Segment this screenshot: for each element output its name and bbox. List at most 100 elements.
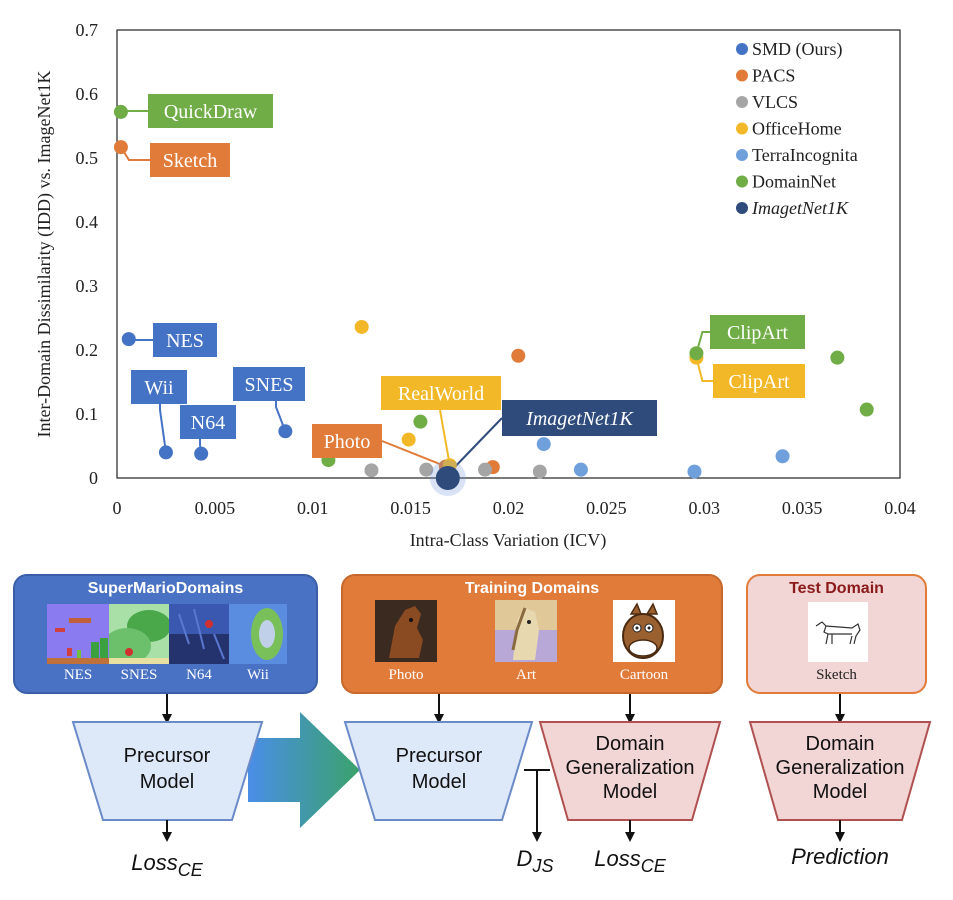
callout-label: N64 <box>191 412 225 434</box>
nes-game-thumbnail <box>47 604 109 664</box>
callout-box <box>233 367 305 401</box>
callout-label: ClipArt <box>728 371 790 393</box>
legend-marker <box>736 149 748 161</box>
training-label-photo: Photo <box>388 667 424 683</box>
dg-model-2-line2: Generalization <box>776 757 905 779</box>
callout-label: NES <box>166 330 204 352</box>
callout-label: ClipArt <box>727 322 789 344</box>
legend-entry: TerraIncognita <box>752 145 858 165</box>
scatter-point-2-0 <box>364 463 379 478</box>
photo-horse-thumbnail <box>375 600 437 662</box>
scatter-point-6-0 <box>435 466 460 490</box>
scatter-point-0-2 <box>194 446 209 461</box>
scatter-point-2-2 <box>478 462 493 477</box>
scatter-point-2-3 <box>532 464 547 479</box>
callout-box <box>713 364 805 398</box>
legend-entry: ImagetNet1K <box>751 198 849 218</box>
snes-game-thumbnail <box>109 604 169 664</box>
scatter-point-1-3 <box>511 348 526 363</box>
plot-area <box>116 29 901 479</box>
x-tick-label: 0.035 <box>782 498 823 518</box>
y-tick-label: 0.4 <box>76 212 99 232</box>
callout-box <box>150 143 230 177</box>
x-tick-label: 0.04 <box>884 498 916 518</box>
callout-label: QuickDraw <box>164 101 258 123</box>
loss-ce-right: LossCE <box>594 846 666 876</box>
precursor-model-1-line1: Precursor <box>124 745 211 767</box>
cartoon-horse-thumbnail <box>613 600 675 662</box>
x-tick-label: 0 <box>113 498 122 518</box>
dg-model-2-shape <box>748 721 932 821</box>
scatter-point-0-3 <box>278 424 293 439</box>
callout-label: Sketch <box>163 150 217 172</box>
callout-label: ImagetNet1K <box>525 408 634 430</box>
y-axis-ticks: 0 0.1 0.2 0.3 0.4 0.5 0.6 0.7 <box>76 20 99 488</box>
precursor-model-1-shape <box>71 721 264 821</box>
precursor-model-2-shape <box>343 721 534 821</box>
training-label-art: Art <box>516 667 536 683</box>
legend-marker <box>736 202 748 214</box>
legend-marker <box>736 122 748 135</box>
smd-label-wii: Wii <box>247 667 269 683</box>
scatter-point-5-0 <box>113 104 128 119</box>
callout-box <box>148 94 273 128</box>
smd-label-nes: NES <box>63 667 93 683</box>
djs-output: DJS <box>517 846 554 876</box>
callout-label: RealWorld <box>398 383 484 405</box>
x-tick-label: 0.015 <box>390 498 431 518</box>
test-panel-title: Test Domain <box>789 580 884 597</box>
callout-box <box>131 370 187 404</box>
smd-panel-title: SuperMarioDomains <box>87 580 244 597</box>
wii-game-thumbnail <box>229 604 287 664</box>
test-panel: Test Domain Sketch <box>746 574 927 694</box>
x-axis-label: Intra-Class Variation (ICV) <box>410 530 607 551</box>
scatter-point-5-4 <box>830 350 845 365</box>
dg-model-1-shape <box>538 721 722 821</box>
legend-marker <box>736 96 748 108</box>
x-tick-label: 0.005 <box>195 498 236 518</box>
scatter-point-5-5 <box>859 402 874 417</box>
dg-model-1-line3: Model <box>603 781 657 803</box>
legend-entry: SMD (Ours) <box>752 39 843 60</box>
legend-entry: OfficeHome <box>752 119 842 139</box>
callout-line <box>275 401 287 432</box>
legend-marker <box>736 69 748 82</box>
callout-box <box>153 323 217 357</box>
callout-line <box>381 440 447 468</box>
dg-model-2-line1: Domain <box>806 733 875 755</box>
precursor-model-2-line2: Model <box>412 771 466 793</box>
loss-ce-left: LossCE <box>131 850 203 880</box>
n64-game-thumbnail <box>169 604 229 664</box>
y-tick-label: 0.2 <box>76 340 99 360</box>
legend-entry: PACS <box>752 66 795 86</box>
scatter-point-3-0 <box>354 319 369 334</box>
x-tick-label: 0.025 <box>586 498 627 518</box>
legend: SMD (Ours) PACS VLCS OfficeHome TerraIncogni… <box>736 39 858 218</box>
precursor-model-2-line1: Precursor <box>396 745 483 767</box>
smd-panel: SuperMarioDomains NES SNES N64 Wii <box>13 574 318 694</box>
callout-label: SNES <box>245 374 294 396</box>
scatter-point-1-0 <box>113 140 128 155</box>
callout-line <box>439 409 451 466</box>
legend-entry: DomainNet <box>752 172 836 192</box>
y-tick-label: 0.7 <box>76 20 99 40</box>
callout-line <box>159 404 167 453</box>
callout-box <box>381 376 501 410</box>
callout-line <box>695 331 710 354</box>
x-tick-label: 0.01 <box>297 498 329 518</box>
scatter-point-5-3 <box>689 346 704 361</box>
art-horse-thumbnail <box>495 600 557 662</box>
scatter-point-2-1 <box>419 462 434 477</box>
scatter-point-5-2 <box>413 414 428 429</box>
callout-line <box>695 357 713 382</box>
scatter-point-4-2 <box>687 464 702 479</box>
callout-line <box>453 417 503 469</box>
x-tick-label: 0.02 <box>493 498 525 518</box>
y-tick-label: 0 <box>89 468 98 488</box>
callout-box <box>312 424 382 458</box>
test-label-sketch: Sketch <box>816 667 857 683</box>
scatter-chart: 0 0.005 0.01 0.015 0.02 0.025 0.03 0.035 0.04 00… <box>34 20 916 551</box>
callout-labels: QuickDraw Sketch NES Wii N64 SNES Photo RealWor… <box>131 94 805 458</box>
dg-model-2-line3: Model <box>813 781 867 803</box>
callout-box <box>710 315 805 349</box>
